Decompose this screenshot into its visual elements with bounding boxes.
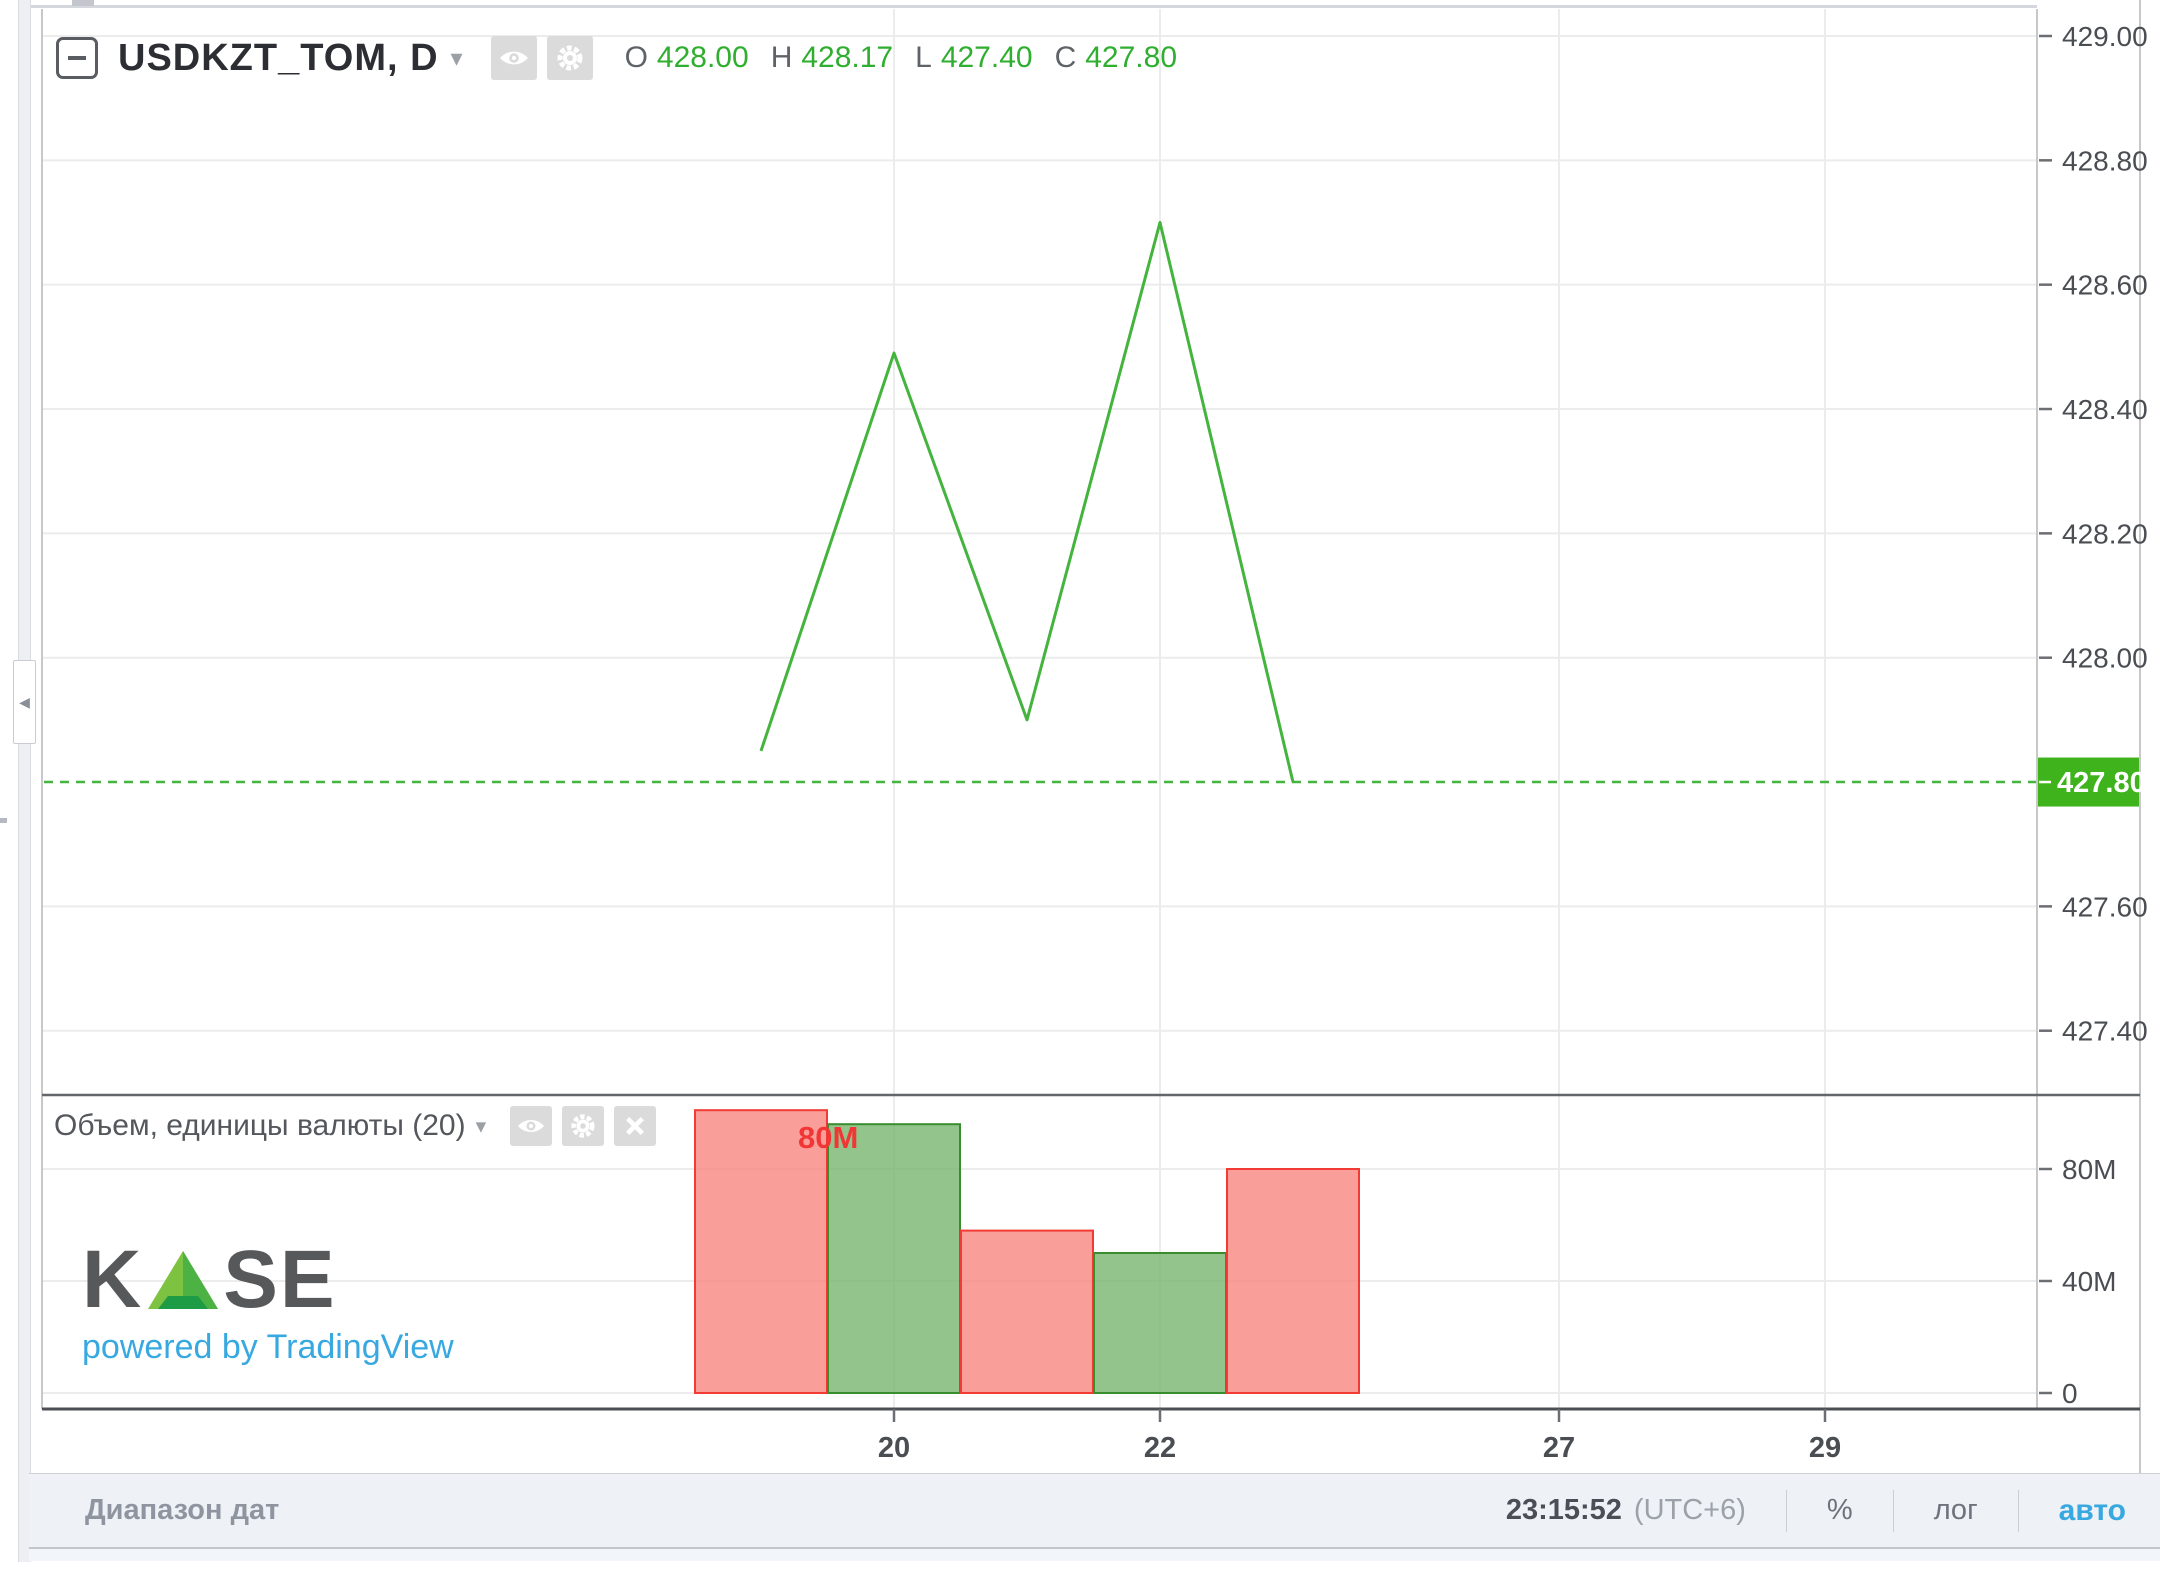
- last-price-badge[interactable]: [2038, 757, 2139, 807]
- volume-bar-20: [827, 1123, 961, 1394]
- price-tick-label: 429.00: [2062, 21, 2148, 52]
- time-tick-label[interactable]: 29: [1809, 1432, 1841, 1464]
- bottom-toolbar: Диапазон дат 23:15:52 (UTC+6) % лог авто: [29, 1473, 2160, 1549]
- volume-bar-21: [960, 1229, 1094, 1394]
- left-edge-handle[interactable]: [0, 818, 7, 823]
- volume-settings-button[interactable]: [562, 1106, 605, 1146]
- volume-indicator-title[interactable]: Объем, единицы валюты (20): [54, 1109, 466, 1142]
- kase-logo-k: K: [82, 1234, 144, 1325]
- close-label: C: [1054, 41, 1077, 74]
- eye-icon: [518, 1120, 545, 1132]
- percent-scale-button[interactable]: %: [1826, 1494, 1853, 1526]
- price-tick-label: 427.40: [2062, 1016, 2148, 1047]
- symbol-title[interactable]: USDKZT_TOM, D: [118, 36, 439, 79]
- open-value: 428.00: [656, 41, 749, 74]
- timezone-label[interactable]: (UTC+6): [1633, 1494, 1746, 1526]
- volume-tick-label: 0: [2062, 1378, 2078, 1409]
- last-price-badge-label: 427.80: [2057, 767, 2146, 799]
- left-panel-strip: [18, 0, 31, 1562]
- close-icon: [626, 1117, 645, 1135]
- top-scrollbar-thumb[interactable]: [72, 0, 94, 6]
- collapse-left-arrow-icon: ◀: [19, 693, 30, 710]
- time-tick-label[interactable]: 22: [1144, 1432, 1176, 1464]
- price-line: [759, 221, 1295, 783]
- collapse-left-panel-button[interactable]: ◀: [13, 660, 36, 744]
- auto-scale-button[interactable]: авто: [2058, 1493, 2126, 1527]
- price-tick-label: 428.40: [2062, 394, 2148, 425]
- volume-tick-label: 40M: [2062, 1266, 2116, 1297]
- gear-icon: [571, 1114, 595, 1138]
- price-tick-label: 428.60: [2062, 270, 2148, 301]
- low-value: 427.40: [940, 41, 1033, 74]
- volume-remove-button[interactable]: [614, 1106, 657, 1146]
- toolbar-divider: [2017, 1489, 2019, 1532]
- eye-icon: [499, 51, 528, 65]
- chevron-down-icon[interactable]: ▾: [450, 44, 463, 72]
- kase-triangle-icon: [148, 1251, 219, 1309]
- price-tick-label: 428.20: [2062, 518, 2148, 549]
- price-tick-label: 428.00: [2062, 643, 2148, 674]
- low-label: L: [915, 41, 932, 74]
- close-value: 427.80: [1085, 41, 1178, 74]
- toolbar-divider: [1785, 1489, 1787, 1532]
- volume-pane-header: Объем, единицы валюты (20) ▾: [54, 1106, 657, 1146]
- volume-current-value: 80M: [798, 1120, 859, 1155]
- volume-bar-22: [1093, 1252, 1227, 1394]
- open-label: O: [624, 41, 648, 74]
- toolbar-divider: [1892, 1489, 1894, 1532]
- date-range-button[interactable]: Диапазон дат: [85, 1494, 280, 1526]
- minus-icon: [68, 56, 86, 60]
- chevron-down-icon[interactable]: ▾: [475, 1114, 487, 1138]
- powered-by-tradingview[interactable]: powered by TradingView: [82, 1328, 454, 1366]
- visibility-toggle-button[interactable]: [490, 36, 537, 80]
- volume-bar-23: [1226, 1168, 1360, 1394]
- gear-icon: [557, 45, 583, 71]
- bottom-gutter: [29, 1548, 2160, 1561]
- time-tick-label[interactable]: 27: [1543, 1432, 1575, 1464]
- collapse-pane-button[interactable]: [56, 37, 98, 79]
- price-tick-label: 427.60: [2062, 891, 2148, 922]
- top-scrollbar-track: [30, 5, 2037, 8]
- series-settings-button[interactable]: [546, 36, 593, 80]
- price-pane-header: USDKZT_TOM, D ▾ O 428.00 H 428.17 L 427.…: [56, 36, 1199, 80]
- price-tick-label: 428.80: [2062, 145, 2148, 176]
- high-value: 428.17: [801, 41, 894, 74]
- volume-visibility-button[interactable]: [510, 1106, 553, 1146]
- time-tick-label[interactable]: 20: [878, 1432, 910, 1464]
- clock[interactable]: 23:15:52: [1505, 1494, 1622, 1526]
- high-label: H: [770, 41, 793, 74]
- kase-watermark: K SE powered by TradingView: [82, 1234, 454, 1367]
- log-scale-button[interactable]: лог: [1933, 1494, 1978, 1526]
- kase-logo-se: SE: [223, 1234, 337, 1325]
- volume-tick-label: 80M: [2062, 1154, 2116, 1185]
- ohlc-readout: O 428.00 H 428.17 L 427.40 C 427.80: [625, 41, 1199, 75]
